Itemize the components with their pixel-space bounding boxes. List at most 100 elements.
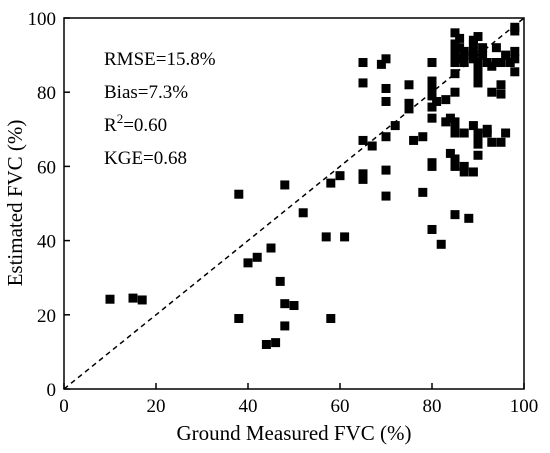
data-point (455, 54, 465, 64)
y-tick-label: 60 (37, 157, 56, 178)
data-point (252, 252, 262, 262)
r2-prefix: R (104, 115, 117, 136)
x-tick-label: 20 (147, 396, 166, 417)
data-point (496, 89, 506, 99)
data-point (275, 276, 285, 286)
data-point (427, 224, 437, 234)
data-point (501, 50, 511, 60)
data-point (271, 338, 281, 348)
data-point (459, 128, 469, 138)
data-point (409, 135, 419, 145)
data-point (487, 61, 497, 71)
data-point (418, 187, 428, 197)
data-point (427, 83, 437, 93)
data-point (243, 258, 253, 268)
data-point (280, 180, 290, 190)
data-point (381, 83, 391, 93)
data-points (105, 22, 520, 349)
data-point (441, 117, 451, 127)
data-point (280, 299, 290, 309)
data-point (432, 96, 442, 106)
statistics-annotation: RMSE=15.8% Bias=7.3% R2=0.60 KGE=0.68 (104, 49, 216, 169)
data-point (326, 314, 336, 324)
data-point (496, 58, 506, 68)
data-point (473, 32, 483, 42)
data-point (459, 58, 469, 68)
data-point (510, 67, 520, 77)
data-point (473, 58, 483, 68)
data-point (496, 80, 506, 90)
data-point (450, 210, 460, 220)
data-point (450, 87, 460, 97)
data-point (381, 191, 391, 201)
data-point (450, 117, 460, 127)
data-point (234, 314, 244, 324)
data-point (427, 91, 437, 101)
data-point (459, 50, 469, 60)
data-point (450, 161, 460, 171)
r2-text: R2=0.60 (104, 111, 167, 136)
data-point (404, 98, 414, 108)
data-point (376, 59, 386, 69)
bias-text: Bias=7.3% (104, 82, 188, 103)
data-point (455, 43, 465, 53)
data-point (358, 78, 368, 88)
data-point (455, 33, 465, 43)
data-point (381, 96, 391, 106)
data-point (450, 39, 460, 49)
data-point (450, 50, 460, 60)
data-point (358, 135, 368, 145)
x-axis-title: Ground Measured FVC (%) (176, 421, 411, 445)
x-tick-label: 40 (239, 396, 258, 417)
data-point (381, 54, 391, 64)
data-point (482, 128, 492, 138)
data-point (468, 167, 478, 177)
data-point (326, 178, 336, 188)
data-point (491, 58, 501, 68)
x-tick-label: 100 (510, 396, 539, 417)
data-point (496, 137, 506, 147)
data-point (137, 295, 147, 305)
data-point (468, 54, 478, 64)
data-point (367, 141, 377, 151)
y-tick-label: 0 (47, 380, 57, 401)
data-point (473, 72, 483, 82)
data-point (381, 165, 391, 175)
plot-area-frame (63, 17, 525, 390)
data-point (482, 58, 492, 68)
data-point (266, 243, 276, 253)
data-point (450, 69, 460, 79)
data-point (441, 95, 451, 105)
y-tick-label: 20 (37, 306, 56, 327)
x-tick-label: 0 (59, 396, 69, 417)
data-point (468, 121, 478, 131)
data-point (501, 128, 511, 138)
data-point (505, 58, 515, 68)
data-point (436, 239, 446, 249)
rmse-text: RMSE=15.8% (104, 49, 216, 70)
data-point (478, 50, 488, 60)
data-point (478, 43, 488, 53)
x-tick-label: 80 (423, 396, 442, 417)
data-point (464, 213, 474, 223)
y-tick-label: 100 (28, 9, 57, 30)
data-point (289, 301, 299, 311)
r2-value: =0.60 (123, 115, 167, 136)
data-point (427, 113, 437, 123)
data-point (128, 293, 138, 303)
data-point (321, 232, 331, 242)
data-point (445, 113, 455, 123)
data-point (404, 80, 414, 90)
data-point (340, 232, 350, 242)
data-point (381, 132, 391, 142)
data-point (450, 154, 460, 164)
data-point (280, 321, 290, 331)
data-point (358, 58, 368, 68)
data-point (487, 87, 497, 97)
data-point (418, 132, 428, 142)
data-point (487, 137, 497, 147)
data-point (105, 294, 115, 304)
data-point (404, 104, 414, 114)
data-point (335, 171, 345, 181)
